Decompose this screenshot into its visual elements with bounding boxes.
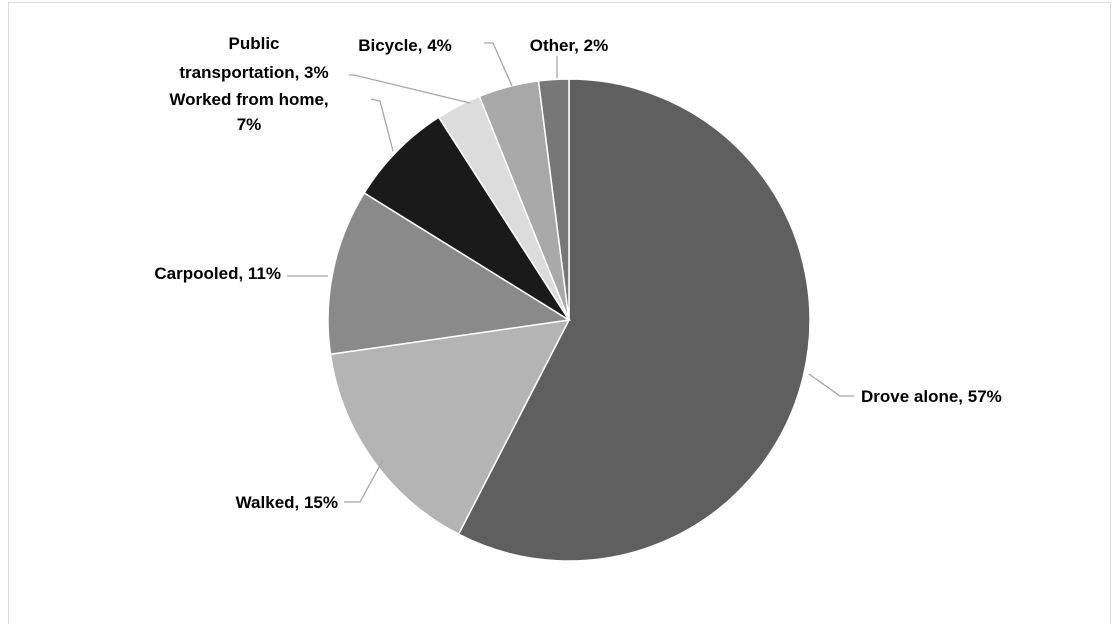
- data-label-drove-alone: Drove alone, 57%: [861, 387, 1002, 406]
- leader-line-bicycle: [484, 42, 513, 87]
- pie-slice-other: [537, 78, 570, 321]
- data-label-walked: Walked, 15%: [236, 493, 338, 512]
- data-label-bicycle: Bicycle, 4%: [358, 36, 452, 55]
- data-label-carpooled: Carpooled, 11%: [154, 264, 281, 283]
- pie-slice-carpooled: [327, 191, 572, 356]
- leader-line-drove-alone: [808, 373, 854, 397]
- data-label-public-transportation: Public transportation, 3%: [179, 34, 328, 82]
- leader-line-worked-from-home: [370, 98, 394, 152]
- pie-chart: Drove alone, 57% Walked, 15% Carpooled, 11…: [154, 34, 1002, 562]
- leader-line-public-transportation: [349, 74, 471, 104]
- leader-line-walked: [344, 459, 384, 503]
- leader-lines: [287, 42, 854, 503]
- pie-slice-walked: [329, 319, 571, 536]
- data-label-other: Other, 2%: [530, 36, 608, 55]
- pie-slices: [327, 78, 811, 562]
- chart-area: Drove alone, 57% Walked, 15% Carpooled, 11…: [8, 2, 1111, 624]
- pie-slice-drove-alone: [457, 78, 811, 562]
- data-labels: Drove alone, 57% Walked, 15% Carpooled, 11…: [154, 34, 1001, 512]
- pie-slice-worked-from-home: [363, 116, 570, 321]
- data-label-worked-from-home: Worked from home, 7%: [169, 90, 328, 134]
